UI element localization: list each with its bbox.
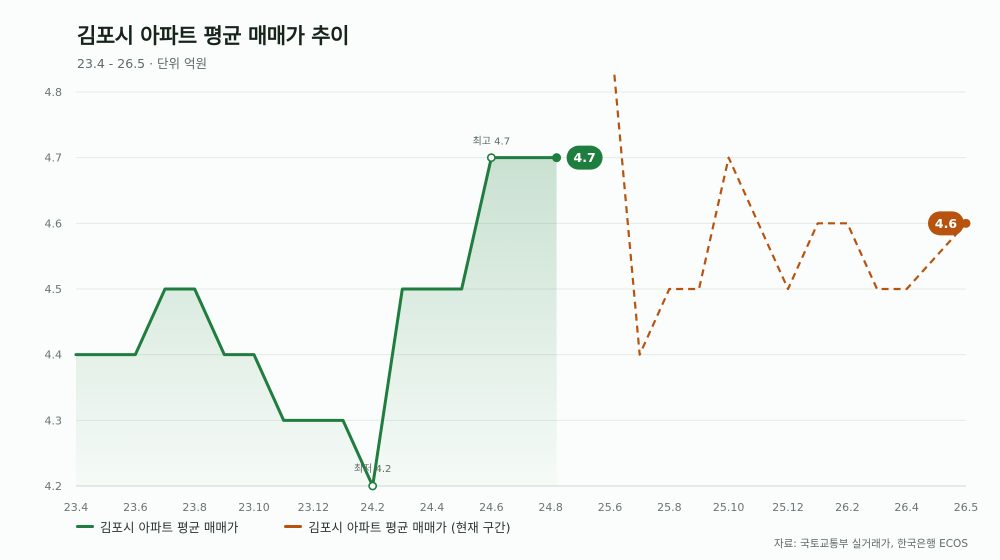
legend-swatch-series-2 [284,525,303,528]
x-tick-label: 25.10 [713,501,745,514]
x-tick-label: 25.8 [657,501,682,514]
annotation-point-2 [368,481,378,491]
x-tick-label: 25.6 [598,501,623,514]
series-2-line [612,70,967,356]
legend-swatch-series-1 [76,525,94,528]
series-2-end-badge [928,211,964,236]
legend-item-series-1: 김포시 아파트 평균 매매가 [76,517,238,536]
annotation-point-1 [486,153,496,163]
x-tick-label: 23.4 [64,501,89,514]
x-tick-label: 24.6 [479,501,504,514]
chart-subtitle: 23.4 - 26.5 · 단위 억원 [77,56,208,71]
annotation-label-2: 최저 4.2 [354,463,391,475]
series-1-line [74,156,559,488]
x-tick-label: 24.8 [538,501,563,514]
legend-item-series-2: 김포시 아파트 평균 매매가 (현재 구간) [284,517,511,536]
series-layer [74,70,967,488]
x-tick-label: 23.6 [123,501,148,514]
series-1-area [76,157,557,487]
series-2-end-label: 4.6 [935,216,957,231]
y-tick-label: 4.5 [45,283,63,296]
legend: 김포시 아파트 평균 매매가 김포시 아파트 평균 매매가 (현재 구간) [76,517,557,536]
x-tick-label: 26.4 [894,501,919,514]
legend-label-series-1: 김포시 아파트 평균 매매가 [100,520,239,535]
y-tick-label: 4.4 [45,349,63,362]
source-note: 자료: 국토교통부 실거래가, 한국은행 ECOS [773,538,968,550]
x-tick-label: 23.10 [238,501,270,514]
x-tick-label: 24.2 [360,501,385,514]
legend-label-series-2: 김포시 아파트 평균 매매가 (현재 구간) [308,520,511,535]
x-tick-label: 26.2 [835,501,860,514]
markers-layer: 4.7 4.6 최고 4.7 최저 4.2 [354,136,971,491]
x-tick-label: 23.8 [182,501,207,514]
series-1-end-point [552,153,562,163]
annotation-label-1: 최고 4.7 [473,136,510,148]
y-tick-label: 4.3 [45,414,63,427]
line-chart: 4.2 4.3 4.4 4.5 4.6 4.7 4.8 23.4 23.6 23.8 23.10 23… [45,70,979,514]
series-1-end-badge [566,145,603,170]
y-tick-label: 4.6 [45,217,63,230]
x-tick-label: 25.12 [772,501,804,514]
y-tick-label: 4.7 [45,152,63,165]
x-tick-label: 26.5 [954,501,979,514]
y-tick-label: 4.2 [45,480,63,493]
axes: 4.2 4.3 4.4 4.5 4.6 4.7 4.8 23.4 23.6 23.8 23.10 23… [45,86,979,514]
series-1-end-label: 4.7 [574,150,596,165]
y-tick-label: 4.8 [45,86,63,99]
x-tick-label: 24.4 [420,501,445,514]
chart-title: 김포시 아파트 평균 매매가 추이 [77,24,349,48]
x-tick-label: 23.12 [298,501,330,514]
